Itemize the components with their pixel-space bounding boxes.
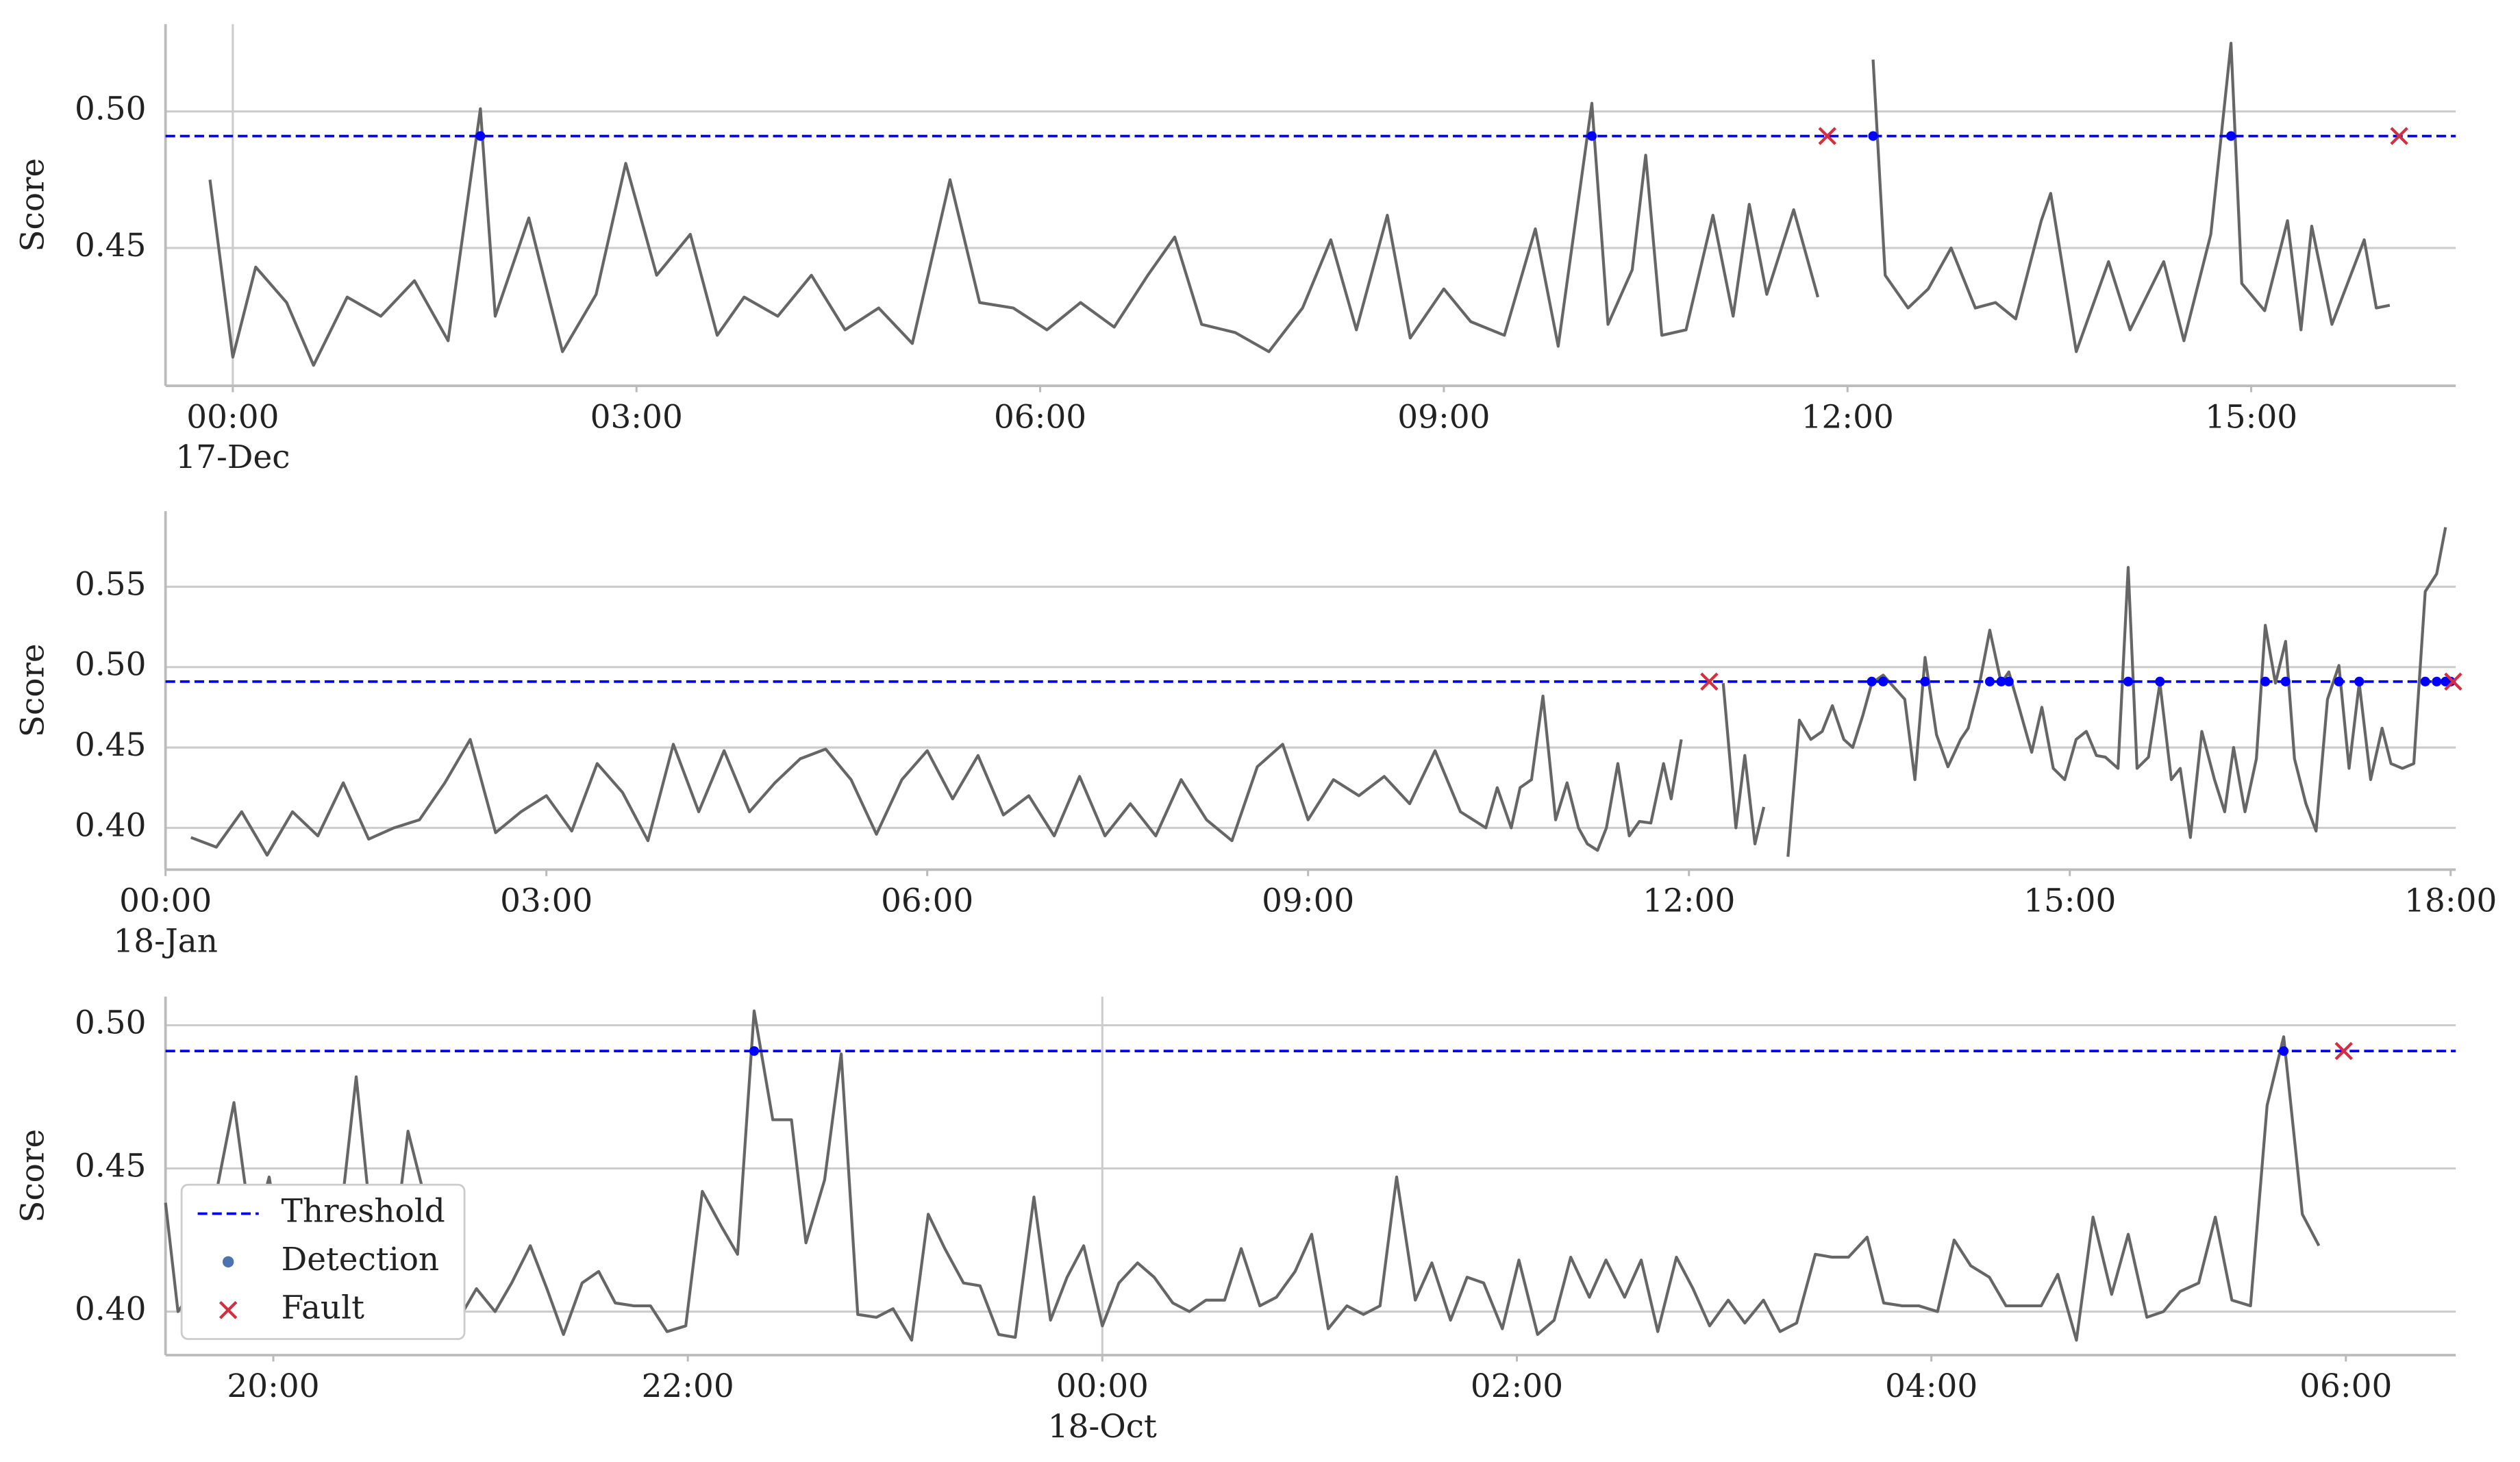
- score-line: [208, 41, 2391, 367]
- y-axis-label: Score: [14, 158, 52, 252]
- legend-swatch: [219, 1301, 238, 1319]
- fault-marker: [2444, 672, 2462, 691]
- detection-point: [2123, 676, 2134, 686]
- x-date-label: 17-Dec: [175, 438, 290, 476]
- fault-marker: [1700, 672, 1719, 691]
- detection-point: [2432, 676, 2442, 686]
- x-tick-label: 02:00: [1471, 1367, 1563, 1405]
- y-tick-label: 0.50: [75, 90, 146, 128]
- x-tick-label: 18:00: [2404, 882, 2497, 920]
- x-tick-label: 06:00: [2299, 1367, 2392, 1405]
- detection-point: [1996, 676, 2006, 686]
- detection-point: [2260, 676, 2271, 686]
- x-tick-label: 03:00: [590, 398, 683, 436]
- x-tick-label: 00:00: [186, 398, 279, 436]
- x-tick-label: 09:00: [1262, 882, 1354, 920]
- x-date-label: 18-Jan: [113, 922, 218, 960]
- y-tick-label: 0.45: [75, 726, 146, 764]
- detection-point: [749, 1046, 760, 1056]
- x-tick-label: 06:00: [881, 882, 973, 920]
- y-tick-label: 0.45: [75, 1147, 146, 1185]
- x-tick-label: 00:00: [1056, 1367, 1149, 1405]
- detection-point: [2004, 676, 2014, 686]
- y-axis-label: Score: [14, 1129, 52, 1223]
- x-tick-label: 15:00: [2023, 882, 2116, 920]
- legend-label: Detection: [282, 1241, 440, 1278]
- x-tick-label: 12:00: [1643, 882, 1735, 920]
- detection-point: [2420, 676, 2430, 686]
- fault-marker: [1818, 127, 1836, 145]
- x-tick-label: 22:00: [642, 1367, 734, 1405]
- y-tick-label: 0.50: [75, 646, 146, 684]
- detection-point: [2334, 676, 2344, 686]
- detection-point: [2278, 1046, 2289, 1056]
- detection-point: [1920, 676, 1930, 686]
- legend-swatch: [222, 1256, 234, 1268]
- x-tick-label: 09:00: [1397, 398, 1490, 436]
- detection-point: [475, 131, 486, 141]
- x-tick-label: 15:00: [2205, 398, 2297, 436]
- x-tick-label: 06:00: [994, 398, 1086, 436]
- detection-point: [1867, 676, 1877, 686]
- legend-label: Fault: [282, 1289, 365, 1326]
- x-date-label: 18-Oct: [1048, 1408, 1157, 1446]
- detection-point: [2354, 676, 2365, 686]
- score-line: [190, 527, 2447, 857]
- x-tick-label: 20:00: [227, 1367, 319, 1405]
- detection-point: [2226, 131, 2236, 141]
- legend-label: Threshold: [282, 1192, 445, 1230]
- x-tick-label: 03:00: [500, 882, 592, 920]
- score-line: [164, 1009, 2321, 1342]
- detection-point: [2155, 676, 2165, 686]
- legend-box: [180, 1183, 466, 1340]
- x-tick-label: 12:00: [1801, 398, 1894, 436]
- y-tick-label: 0.45: [75, 227, 146, 264]
- detection-point: [2280, 676, 2291, 686]
- detection-point: [1984, 676, 1995, 686]
- y-axis-label: Score: [14, 643, 52, 737]
- y-tick-label: 0.55: [75, 565, 146, 603]
- y-tick-label: 0.50: [75, 1004, 146, 1042]
- fault-marker: [2390, 127, 2408, 145]
- fault-marker: [2334, 1041, 2353, 1061]
- detection-point: [1878, 676, 1888, 686]
- y-tick-label: 0.40: [75, 1290, 146, 1328]
- detection-point: [1868, 131, 1878, 141]
- x-tick-label: 00:00: [119, 882, 212, 920]
- x-tick-label: 04:00: [1885, 1367, 1978, 1405]
- y-tick-label: 0.40: [75, 806, 146, 844]
- detection-point: [1586, 131, 1597, 141]
- detection-point: [2445, 676, 2456, 686]
